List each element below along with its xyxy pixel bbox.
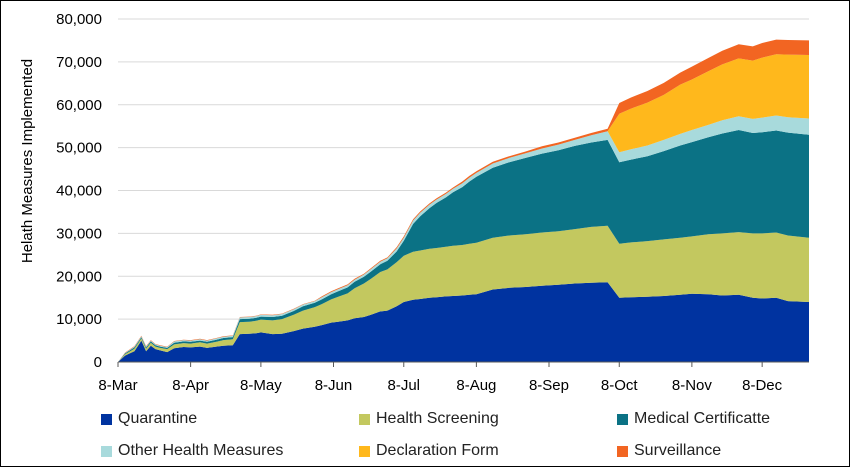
y-tick-label: 20,000: [56, 268, 102, 285]
legend-swatch: [101, 445, 112, 457]
area-medical-certificatte: [118, 130, 809, 362]
legend-label: Surveillance: [634, 442, 722, 459]
y-tick-label: 60,000: [56, 97, 102, 114]
x-tick-label: 8-Jul: [388, 377, 421, 394]
x-tick-label: 8-Dec: [742, 377, 783, 394]
legend-item-health-screening: Health Screening: [359, 409, 617, 429]
legend-swatch: [101, 413, 112, 425]
legend-label: Medical Certificatte: [634, 410, 771, 427]
legend-swatch: [359, 413, 370, 425]
y-tick-label: 80,000: [56, 11, 102, 28]
area-declaration-form: [118, 54, 809, 362]
legend-item-other-health-measures: Other Health Measures: [101, 441, 359, 461]
x-tick-label: 8-May: [240, 377, 282, 394]
y-tick-label: 0: [94, 354, 102, 371]
x-tick-label: 8-Apr: [172, 377, 209, 394]
x-tick-label: 8-Aug: [456, 377, 496, 394]
legend-item-declaration-form: Declaration Form: [359, 441, 617, 461]
y-tick-label: 40,000: [56, 183, 102, 200]
x-tick-label: 8-Mar: [98, 377, 137, 394]
legend-label: Declaration Form: [376, 442, 499, 459]
y-axis-ticks: 0 10,000 20,000 30,000 40,000 50,000 60,000 70,…: [56, 11, 102, 371]
area-health-screening: [118, 225, 809, 362]
legend: Quarantine Health Screening Medical Certif…: [101, 409, 841, 465]
x-tick-label: 8-Jun: [315, 377, 353, 394]
y-tick-label: 70,000: [56, 54, 102, 71]
x-tick-label: 8-Sep: [529, 377, 569, 394]
x-axis-ticks: 8-Mar 8-Apr 8-May 8-Jun 8-Jul 8-Aug 8-Sep 8-Oct…: [98, 362, 783, 394]
y-tick-label: 10,000: [56, 311, 102, 328]
legend-label: Other Health Measures: [118, 442, 284, 459]
area-series: [118, 39, 809, 362]
x-tick-label: 8-Oct: [601, 377, 639, 394]
legend-label: Quarantine: [118, 410, 198, 427]
y-axis-label: Helath Measures Implemented: [19, 59, 36, 263]
legend-swatch: [617, 445, 628, 457]
y-tick-label: 50,000: [56, 140, 102, 157]
legend-item-surveillance: Surveillance: [617, 441, 841, 461]
x-tick-label: 8-Nov: [672, 377, 713, 394]
y-tick-label: 30,000: [56, 225, 102, 242]
legend-item-quarantine: Quarantine: [101, 409, 359, 429]
legend-item-medical-certificatte: Medical Certificatte: [617, 409, 841, 429]
legend-swatch: [617, 413, 628, 425]
area-quarantine: [118, 282, 809, 362]
legend-swatch: [359, 445, 370, 457]
legend-label: Health Screening: [376, 410, 499, 427]
stacked-area-chart: 0 10,000 20,000 30,000 40,000 50,000 60,000 70,…: [19, 11, 809, 394]
